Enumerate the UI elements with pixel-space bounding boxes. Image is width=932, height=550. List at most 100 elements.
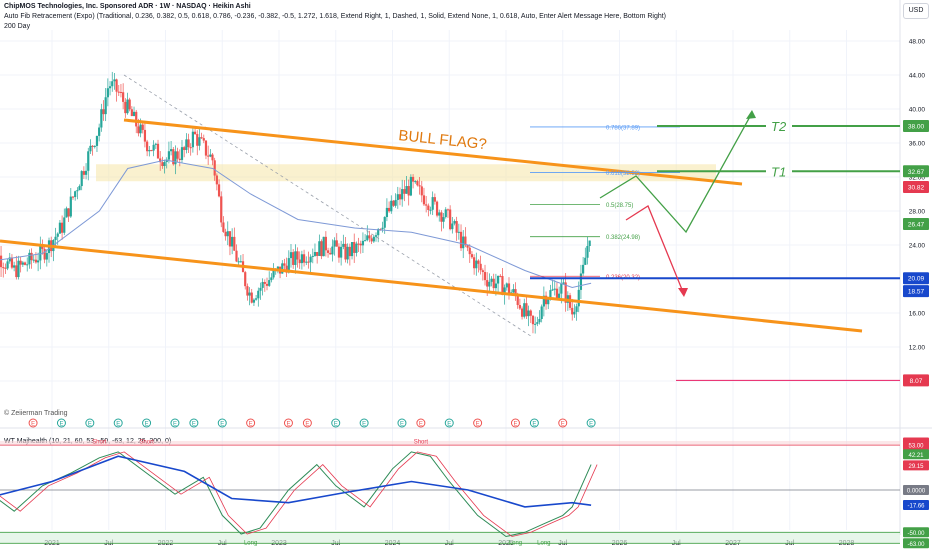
candle-body <box>60 222 64 233</box>
earnings-marker-letter: E <box>400 422 404 428</box>
candle-body <box>215 175 218 185</box>
trend-line <box>0 455 592 508</box>
candle-body <box>479 263 482 271</box>
price-label-bg <box>903 374 929 387</box>
earnings-marker <box>331 418 341 428</box>
candle-body <box>239 261 242 263</box>
fib-level-label: 0.786(37.89) <box>606 125 640 131</box>
y-tick-label: 40.00 <box>909 107 926 114</box>
candle-body <box>272 270 275 278</box>
candle-body <box>178 158 181 160</box>
candle-body <box>154 143 157 145</box>
candle-body <box>411 176 415 182</box>
candle-body <box>462 236 465 249</box>
candle-body <box>19 260 22 265</box>
candle-body <box>305 261 308 263</box>
candle-body <box>17 260 20 278</box>
symbol-title[interactable]: ChipMOS Technologies, Inc. Sponsored ADR… <box>4 3 251 10</box>
wt1-line <box>0 451 592 538</box>
osc-label-bg <box>903 449 929 460</box>
candle-body <box>98 127 101 136</box>
candle-body <box>501 276 504 295</box>
candle-body <box>558 293 561 299</box>
candle-body <box>89 145 92 152</box>
candle-body <box>82 171 85 175</box>
earnings-marker <box>416 418 426 428</box>
candle-body <box>390 200 393 212</box>
candle-body <box>74 191 77 198</box>
candle-body <box>63 217 66 233</box>
candle-body <box>331 246 334 255</box>
osc-label: 0.0000 <box>907 489 926 495</box>
candle-body <box>285 265 288 273</box>
y-tick-label: 16.00 <box>909 311 926 318</box>
candle-body <box>584 257 587 265</box>
earnings-marker-letter: E <box>476 422 480 428</box>
candle-body <box>396 194 399 200</box>
candle-body <box>374 235 378 237</box>
candle-body <box>398 194 402 200</box>
candle-body <box>287 258 290 273</box>
price-label-bg <box>903 165 929 178</box>
earnings-marker <box>397 418 407 428</box>
candle-body <box>211 154 214 161</box>
bear-projection <box>625 205 684 293</box>
earnings-marker <box>510 418 520 428</box>
candle-body <box>108 86 112 89</box>
price-label-bg <box>903 181 929 194</box>
candle-body <box>488 281 491 287</box>
candle-body <box>542 295 545 307</box>
earnings-marker <box>56 418 66 428</box>
signal-label: Short <box>139 440 154 446</box>
candle-body <box>579 273 583 290</box>
candle-body <box>6 261 9 269</box>
candle-body <box>582 264 585 274</box>
fib-level-label: 0.5(28.75) <box>606 203 633 209</box>
osc-label-bg <box>903 527 929 538</box>
candle-body <box>198 137 201 146</box>
candle-body <box>409 176 412 196</box>
osc-label-bg <box>903 499 929 510</box>
overbought-zone <box>0 440 900 446</box>
target-label: T1 <box>771 164 786 179</box>
candle-body <box>457 231 460 233</box>
price-label-bg <box>903 272 929 285</box>
candle-body <box>346 246 349 260</box>
candle-body <box>547 298 550 305</box>
osc-label: -63.00 <box>907 542 925 548</box>
y-tick-label: 44.00 <box>909 73 926 80</box>
candle-body <box>231 236 234 247</box>
candle-body <box>222 222 225 232</box>
candle-body <box>135 111 138 127</box>
candle-body <box>453 221 456 224</box>
candle-body <box>187 139 190 148</box>
candle-body <box>438 212 441 216</box>
candle-body <box>392 200 395 206</box>
fib-indicator-label[interactable]: Auto Fib Retracement (Expo) (Traditional… <box>4 13 667 20</box>
candle-body <box>54 236 57 241</box>
arrow-head <box>746 110 756 119</box>
supply-zone <box>96 164 716 182</box>
candle-body <box>586 246 589 258</box>
candle-body <box>185 139 188 151</box>
candle-body <box>551 289 554 291</box>
candle-body <box>21 262 24 265</box>
candle-body <box>366 235 369 241</box>
candle-body <box>169 149 173 152</box>
candle-body <box>200 137 203 139</box>
candle-body <box>2 267 5 269</box>
candle-body <box>481 270 484 273</box>
ma-indicator-label[interactable]: 200 Day <box>4 23 31 30</box>
candle-body <box>32 259 35 261</box>
candle-body <box>503 287 506 295</box>
candle-body <box>220 196 223 223</box>
candle-body <box>250 292 253 303</box>
candle-body <box>311 255 314 257</box>
candle-body <box>95 135 99 146</box>
oversold-zone <box>0 532 900 544</box>
currency-button[interactable]: USD <box>903 3 929 19</box>
candle-body <box>150 150 153 152</box>
candle-body <box>228 231 232 247</box>
candle-body <box>204 140 208 156</box>
